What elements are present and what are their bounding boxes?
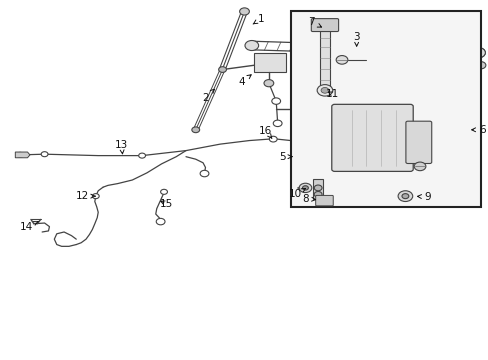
Text: 9: 9 (417, 192, 430, 202)
Circle shape (471, 48, 485, 58)
Circle shape (139, 153, 145, 158)
Circle shape (471, 48, 485, 58)
Circle shape (397, 191, 412, 202)
Circle shape (314, 192, 322, 197)
Polygon shape (15, 152, 30, 158)
Text: 13: 13 (115, 140, 128, 154)
Circle shape (299, 183, 311, 193)
Circle shape (218, 67, 226, 72)
Circle shape (360, 45, 371, 54)
Bar (290, 12, 480, 207)
Text: 16: 16 (258, 126, 271, 138)
FancyBboxPatch shape (311, 19, 338, 32)
Circle shape (191, 127, 199, 133)
Text: 5: 5 (279, 152, 291, 162)
Circle shape (239, 8, 249, 15)
Circle shape (475, 62, 485, 69)
Bar (319, 28, 330, 90)
Circle shape (17, 152, 23, 157)
Text: 6: 6 (471, 125, 485, 135)
Text: 12: 12 (76, 191, 95, 201)
Text: 8: 8 (302, 194, 315, 204)
Text: 10: 10 (288, 188, 305, 199)
Circle shape (92, 194, 99, 199)
Circle shape (401, 194, 408, 199)
Text: 4: 4 (238, 75, 251, 87)
Circle shape (41, 152, 48, 157)
Circle shape (200, 170, 208, 177)
Circle shape (302, 186, 308, 190)
Bar (254, 53, 285, 72)
Circle shape (269, 136, 277, 142)
Circle shape (271, 98, 280, 104)
Text: 7: 7 (308, 17, 321, 27)
Circle shape (413, 162, 425, 171)
FancyBboxPatch shape (405, 121, 431, 163)
Circle shape (321, 87, 328, 93)
Circle shape (160, 189, 167, 194)
FancyBboxPatch shape (315, 195, 332, 206)
Circle shape (156, 219, 164, 225)
Circle shape (273, 120, 282, 127)
Circle shape (264, 80, 273, 87)
Text: 2: 2 (202, 89, 214, 103)
Circle shape (314, 185, 322, 191)
Circle shape (244, 41, 258, 50)
Text: 3: 3 (353, 32, 359, 46)
Bar (312, 179, 323, 199)
Circle shape (335, 55, 347, 64)
Text: 14: 14 (20, 221, 38, 232)
Circle shape (317, 85, 332, 96)
Text: 11: 11 (325, 89, 338, 99)
Text: 1: 1 (253, 14, 264, 24)
Text: 15: 15 (160, 199, 173, 209)
FancyBboxPatch shape (331, 104, 412, 171)
